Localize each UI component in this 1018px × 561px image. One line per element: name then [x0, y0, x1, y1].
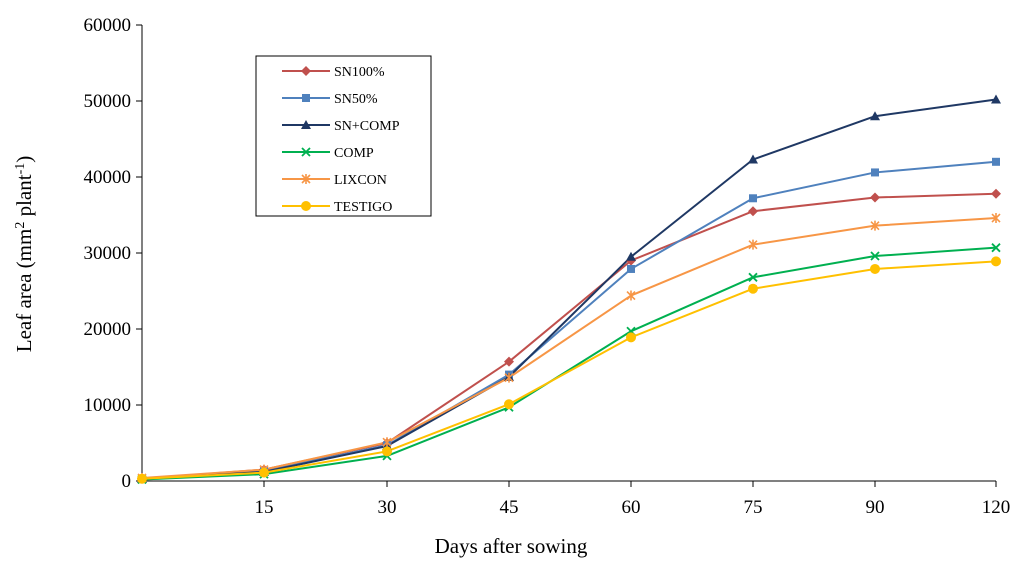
y-tick-label: 20000 — [84, 319, 132, 340]
series-line-lixcon — [141, 217, 997, 479]
legend-label: SN100% — [334, 65, 385, 80]
data-point-sn-comp — [748, 154, 758, 164]
legend-item-lixcon: LIXCON — [282, 173, 387, 188]
data-point-sn100 — [991, 188, 1001, 199]
data-point-testigo — [259, 467, 269, 478]
y-axis-title-sup2: -1 — [13, 163, 28, 175]
data-point-sn100 — [748, 206, 758, 217]
data-point-sn-comp — [991, 94, 1001, 104]
series-line-sn-comp — [141, 98, 997, 480]
legend-marker — [302, 94, 310, 102]
legend-item-comp: COMP — [282, 146, 374, 161]
data-point-testigo — [504, 399, 514, 410]
y-tick-label: 0 — [122, 471, 132, 492]
y-tick-label: 10000 — [84, 395, 132, 416]
legend-item-sn-comp: SN+COMP — [282, 119, 400, 134]
legend-marker — [301, 66, 311, 76]
data-point-sn-comp — [626, 251, 636, 261]
data-point-lixcon — [870, 220, 880, 231]
legend-item-sn50: SN50% — [282, 92, 378, 107]
data-point-sn100 — [870, 192, 880, 203]
legend-marker — [301, 201, 311, 211]
x-tick-label: 60 — [622, 497, 641, 518]
data-point-testigo — [870, 263, 880, 274]
data-point-sn-comp — [870, 111, 880, 121]
y-axis-title-mid: plant — [12, 174, 36, 221]
x-tick-label: 30 — [378, 497, 397, 518]
series-line-testigo — [141, 260, 997, 480]
data-point-lixcon — [626, 290, 636, 301]
x-axis-title: Days after sowing — [435, 534, 588, 558]
legend-items: SN100% SN50% SN+COMP COMP LIXCON TESTIGO — [282, 65, 400, 215]
x-tick-label: 45 — [500, 497, 519, 518]
data-point-sn50 — [627, 264, 635, 273]
data-point-sn50 — [749, 194, 757, 203]
legend-label: LIXCON — [334, 173, 387, 188]
legend-marker — [301, 174, 311, 184]
data-point-lixcon — [748, 239, 758, 250]
y-tick-label: 50000 — [84, 91, 132, 112]
y-tick-label: 30000 — [84, 243, 132, 264]
y-tick-label: 60000 — [84, 15, 132, 36]
legend-marker — [301, 147, 311, 157]
data-point-comp — [748, 272, 758, 282]
legend: SN100% SN50% SN+COMP COMP LIXCON TESTIGO — [255, 55, 432, 217]
data-point-sn100 — [504, 356, 514, 367]
x-tick-label: 75 — [744, 497, 763, 518]
series-line-comp — [141, 246, 997, 481]
data-point-lixcon — [991, 213, 1001, 224]
legend-marker — [301, 120, 311, 129]
data-point-testigo — [748, 283, 758, 294]
data-point-comp — [870, 251, 880, 261]
data-point-lixcon — [504, 372, 514, 383]
x-tick-label: 15 — [255, 497, 274, 518]
y-axis-title-end: ) — [12, 156, 36, 163]
y-axis-title: Leaf area (mm2 plant-1) — [12, 156, 36, 353]
data-point-sn50 — [992, 157, 1000, 166]
legend-label: COMP — [334, 146, 374, 161]
x-tick-label: 120 — [982, 497, 1011, 518]
data-point-comp — [991, 243, 1001, 253]
data-point-testigo — [137, 473, 147, 484]
y-tick-label: 40000 — [84, 167, 132, 188]
y-axis-title-main: Leaf area (mm — [12, 229, 36, 353]
legend-label: SN+COMP — [334, 119, 400, 134]
x-tick-label: 90 — [866, 497, 885, 518]
series-lines — [141, 98, 997, 481]
series-markers — [137, 94, 1001, 485]
x-axis-ticks: 15 30 45 60 75 90 120 — [255, 481, 1011, 518]
data-point-sn50 — [871, 168, 879, 177]
data-point-testigo — [991, 256, 1001, 267]
legend-box — [255, 55, 432, 217]
legend-label: SN50% — [334, 92, 378, 107]
plot-area: 0 10000 20000 30000 40000 50000 60000 15 30 45 60… — [84, 15, 1011, 518]
legend-item-sn100: SN100% — [282, 65, 385, 80]
data-point-lixcon — [382, 437, 392, 448]
y-axis-title-sup1: 2 — [13, 222, 28, 229]
y-axis-ticks: 0 10000 20000 30000 40000 50000 60000 — [84, 15, 142, 492]
legend-item-testigo: TESTIGO — [282, 200, 392, 215]
data-point-testigo — [626, 332, 636, 343]
data-point-testigo — [382, 446, 392, 457]
legend-label: TESTIGO — [334, 200, 392, 215]
